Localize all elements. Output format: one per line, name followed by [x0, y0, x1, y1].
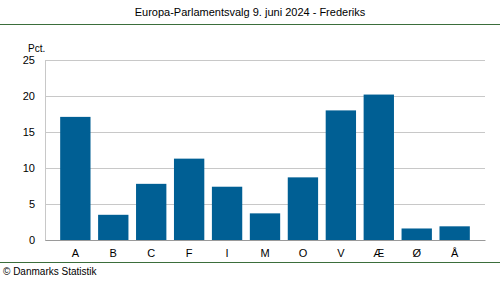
bar — [439, 226, 469, 240]
bar — [212, 187, 242, 240]
plot: 0 5 10 15 20 25 A B C F I M O V Æ Ø Å — [23, 54, 486, 259]
x-tick: C — [147, 240, 155, 259]
grid — [45, 61, 485, 241]
bar — [136, 184, 166, 240]
chart: Europa-Parlamentsvalg 9. juni 2024 - Fre… — [0, 0, 500, 282]
x-tick-label: Å — [451, 247, 459, 259]
x-tick-label: O — [299, 247, 308, 259]
x-tick: Ø — [412, 240, 421, 259]
y-tick-label: 25 — [23, 54, 35, 66]
bar — [288, 177, 318, 240]
x-tick: B — [110, 240, 117, 259]
y-label: Pct. — [28, 43, 45, 54]
y-tick: 10 — [23, 162, 45, 174]
bars — [60, 95, 470, 240]
y-tick-label: 5 — [29, 198, 35, 210]
y-tick: 0 — [29, 234, 45, 246]
x-axis-line — [46, 240, 486, 241]
x-tick: I — [226, 240, 229, 259]
top-rule — [0, 24, 500, 25]
x-tick: V — [337, 240, 345, 259]
bottom-rule — [0, 262, 500, 263]
title: Europa-Parlamentsvalg 9. juni 2024 - Fre… — [135, 6, 366, 18]
x-tick-label: V — [337, 247, 345, 259]
x-tick: A — [72, 240, 80, 259]
x-tick-label: C — [147, 247, 155, 259]
bar — [174, 159, 204, 240]
x-tick-label: A — [72, 247, 80, 259]
bar — [60, 117, 90, 240]
bar — [98, 215, 128, 240]
y-tick-label: 10 — [23, 162, 35, 174]
annotation: © Danmarks Statistik — [3, 266, 98, 277]
grid-line — [45, 96, 485, 97]
bar — [364, 95, 394, 240]
grid-line — [45, 168, 485, 169]
x-tick: M — [260, 240, 269, 259]
y-tick-label: 0 — [29, 234, 35, 246]
x-tick-label: Ø — [412, 247, 421, 259]
x-tick: F — [186, 240, 193, 259]
y-tick: 15 — [23, 126, 45, 138]
y-tick-label: 20 — [23, 90, 35, 102]
y-tick: 25 — [23, 54, 45, 66]
grid-line — [45, 240, 485, 241]
x-tick-label: I — [226, 247, 229, 259]
x-axis: ABCFIMOVÆØÅ — [46, 240, 486, 259]
bar — [250, 213, 280, 240]
x-tick: O — [299, 240, 308, 259]
x-tick-label: F — [186, 247, 193, 259]
x-tick: Å — [451, 240, 459, 259]
grid-line — [45, 204, 485, 205]
y-axis-line — [45, 61, 46, 241]
bar — [402, 228, 432, 240]
y-tick-label: 15 — [23, 126, 35, 138]
x-tick: Æ — [373, 240, 384, 259]
y-tick: 20 — [23, 90, 45, 102]
y-axis: 0 5 10 15 20 25 — [23, 54, 46, 246]
bar — [326, 110, 356, 240]
x-tick-label: Æ — [373, 247, 384, 259]
grid-line — [45, 132, 485, 133]
x-tick-label: M — [260, 247, 269, 259]
y-tick: 5 — [29, 198, 45, 210]
x-tick-label: B — [110, 247, 117, 259]
grid-line — [45, 60, 485, 61]
